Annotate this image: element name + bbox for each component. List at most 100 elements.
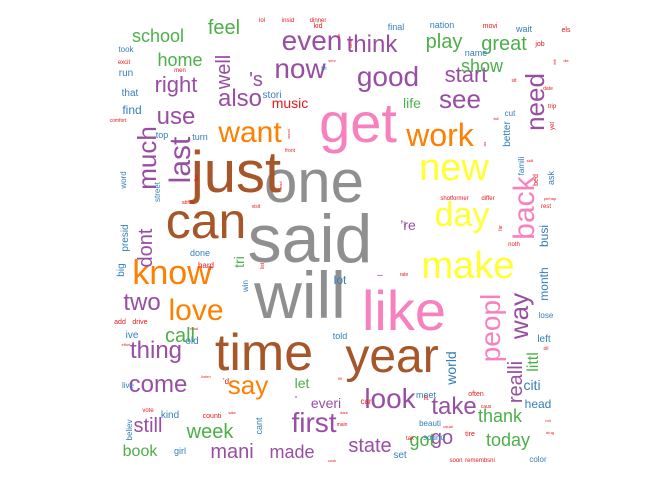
cloud-word: idea — [348, 39, 353, 47]
cloud-word: dinner — [310, 18, 327, 24]
cloud-word: realli — [505, 361, 527, 403]
cloud-word: think — [347, 31, 399, 58]
cloud-word: top — [156, 130, 169, 140]
cloud-word: insid — [282, 18, 294, 24]
cloud-word: meet — [416, 390, 437, 400]
cloud-word: play — [426, 31, 463, 53]
cloud-word: set — [393, 450, 407, 461]
cloud-word: sound — [423, 433, 445, 442]
cloud-word: busi — [537, 225, 551, 247]
cloud-word: 's — [249, 69, 263, 91]
cloud-word: like — [362, 279, 446, 342]
cloud-word: oil — [543, 346, 548, 352]
cloud-word: right — [155, 72, 198, 97]
cloud-word: final — [388, 22, 405, 32]
cloud-word: hard — [198, 261, 214, 270]
cloud-word: big — [116, 263, 127, 276]
cloud-word: kid — [314, 23, 323, 30]
cloud-word: car — [360, 397, 371, 406]
cloud-word: said — [248, 201, 373, 277]
cloud-word: still — [134, 415, 163, 437]
cloud-word: live — [122, 381, 135, 390]
cloud-word: comfort — [110, 118, 127, 124]
cloud-word: made — [269, 442, 314, 462]
cloud-word: littl — [525, 352, 542, 372]
cloud-word: lose — [539, 311, 554, 320]
cloud-word: get — [319, 91, 397, 154]
cloud-word: far — [498, 225, 504, 231]
cloud-word: color — [529, 455, 547, 464]
cloud-word: usual — [443, 424, 453, 429]
cloud-word: done — [190, 248, 210, 258]
cloud-word: vote — [142, 408, 154, 414]
cloud-word: music — [272, 95, 309, 111]
cloud-word: run — [119, 68, 133, 79]
cloud-word: school — [132, 26, 184, 46]
cloud-word: cut — [505, 109, 516, 118]
cloud-word: told — [333, 331, 348, 341]
cloud-word: excit — [118, 60, 131, 66]
cloud-word: week — [186, 421, 235, 443]
cloud-word: tax — [406, 436, 414, 442]
cloud-word: fill — [338, 376, 342, 381]
cloud-word: peopl — [475, 294, 506, 363]
cloud-word: ’re — [400, 217, 416, 233]
cloud-word: want — [217, 116, 282, 149]
cloud-word: former — [451, 196, 468, 202]
cloud-word: take — [431, 393, 476, 420]
cloud-word: kind — [161, 410, 179, 421]
cloud-word: look — [364, 383, 416, 414]
cloud-word: way — [504, 293, 534, 340]
cloud-word: head — [525, 397, 552, 411]
cloud-word: start — [445, 62, 488, 87]
cloud-word: took — [118, 45, 134, 54]
cloud-word: day — [435, 196, 490, 234]
cloud-word: abfve — [182, 200, 194, 206]
cloud-word: sale — [228, 410, 236, 415]
cloud-word: even — [282, 25, 343, 56]
cloud-word: fire — [194, 174, 200, 181]
cloud-word: just — [189, 140, 281, 205]
cloud-word: time — [215, 324, 313, 382]
cloud-word: serv — [328, 58, 336, 63]
cloud-word: ask — [546, 171, 556, 186]
cloud-word: got — [409, 430, 434, 450]
cloud-word: turn — [192, 132, 208, 142]
cloud-word: let — [295, 375, 310, 391]
cloud-word: world — [443, 351, 459, 385]
cloud-word: come — [129, 371, 188, 398]
cloud-word: well — [213, 55, 235, 90]
cloud-word: month — [537, 267, 551, 300]
cloud-word: presid — [120, 224, 131, 251]
cloud-word: road — [190, 326, 198, 331]
cloud-word: word — [119, 171, 128, 189]
cloud-word: one — [264, 148, 364, 215]
cloud-word: will — [253, 258, 346, 332]
cloud-word: great — [481, 33, 527, 55]
cloud-word: book — [123, 443, 159, 460]
cloud-word: mani — [210, 441, 253, 463]
cloud-word: thing — [130, 337, 182, 364]
cloud-word: also — [218, 85, 262, 112]
cloud-word: much — [132, 126, 162, 190]
cloud-word: often — [468, 391, 484, 398]
cloud-word: feel — [208, 17, 240, 39]
cloud-word: shot — [440, 196, 452, 202]
cloud-word: work — [405, 117, 475, 153]
cloud-word: visit — [252, 204, 261, 210]
cloud-word: ’m — [207, 266, 212, 272]
cloud-word: men — [174, 68, 186, 74]
cloud-word: tell — [402, 221, 407, 226]
cloud-word: wait — [515, 24, 533, 34]
cloud-word: show — [461, 56, 504, 76]
cloud-word: bit — [321, 66, 327, 72]
cloud-word: know — [132, 254, 212, 292]
cloud-word: street — [153, 181, 162, 202]
cloud-word: today — [486, 430, 530, 450]
cloud-word: need — [520, 73, 550, 131]
cloud-word: go — [431, 427, 453, 449]
cloud-word: famili — [517, 156, 526, 175]
cloud-word: sit — [512, 78, 518, 84]
cloud-word: fall — [493, 116, 498, 121]
cloud-word: first — [291, 407, 336, 438]
